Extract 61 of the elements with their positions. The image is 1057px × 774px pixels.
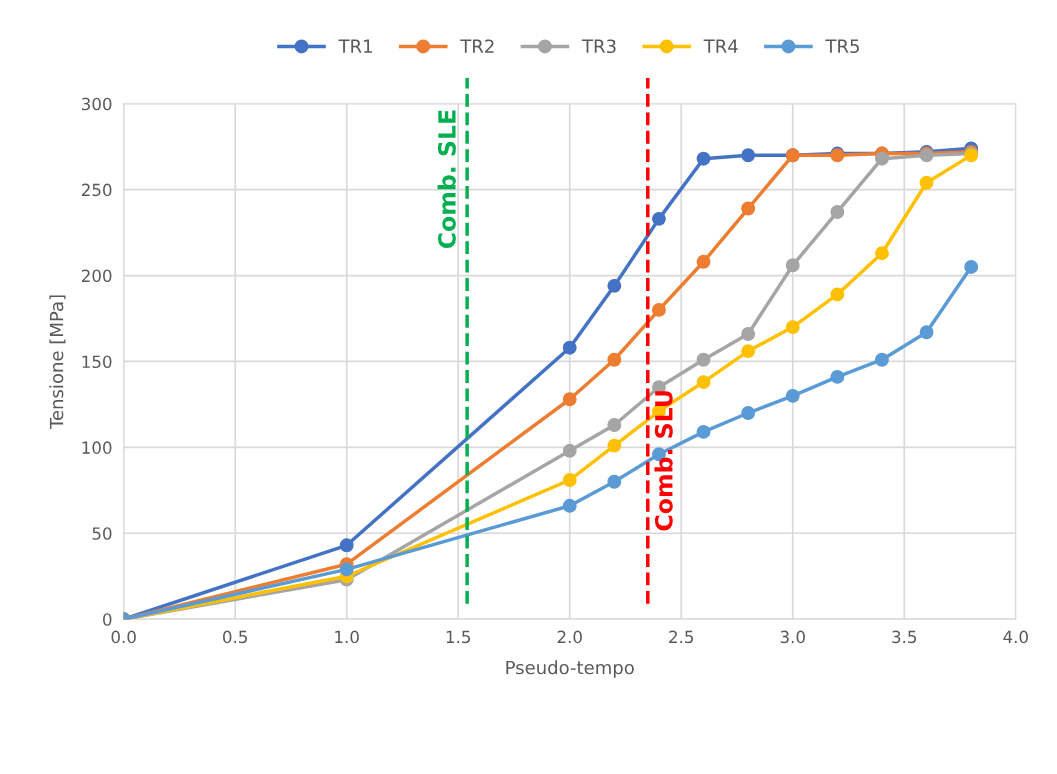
point bbox=[741, 201, 756, 216]
point bbox=[696, 151, 711, 166]
y-tick-label: 100 bbox=[82, 441, 112, 454]
x-tick-label: 3.0 bbox=[780, 630, 805, 644]
y-tick-label: 200 bbox=[81, 269, 112, 283]
point bbox=[607, 352, 622, 367]
point bbox=[919, 175, 934, 190]
point bbox=[562, 443, 577, 458]
point bbox=[830, 287, 845, 302]
x-tick-label: 2.5 bbox=[669, 630, 694, 644]
y-tick-label: 300 bbox=[82, 97, 112, 111]
point bbox=[562, 473, 577, 487]
point bbox=[562, 498, 577, 513]
point bbox=[830, 205, 845, 219]
point bbox=[785, 258, 800, 273]
point bbox=[607, 438, 622, 453]
point bbox=[651, 302, 666, 317]
legend-label: TR5 bbox=[825, 39, 859, 54]
point bbox=[741, 406, 756, 420]
x-axis-title: Pseudo-tempo bbox=[506, 660, 634, 678]
y-tick-label: 0 bbox=[103, 613, 112, 626]
point bbox=[607, 474, 622, 489]
point bbox=[607, 278, 622, 293]
point bbox=[741, 344, 756, 359]
legend-label: TR2 bbox=[460, 39, 494, 53]
point bbox=[651, 211, 666, 226]
point bbox=[741, 148, 756, 163]
point bbox=[696, 375, 711, 390]
x-tick-label: 4.0 bbox=[1003, 630, 1028, 644]
point bbox=[830, 369, 845, 384]
point bbox=[875, 151, 889, 166]
point bbox=[964, 260, 979, 274]
x-tick-label: 1.0 bbox=[335, 630, 359, 644]
point bbox=[919, 325, 934, 340]
point bbox=[875, 352, 889, 367]
x-tick-label: 0.0 bbox=[111, 630, 136, 644]
point bbox=[339, 562, 354, 577]
x-tick-label: 3.5 bbox=[892, 630, 917, 644]
x-tick-label: 0.5 bbox=[223, 630, 247, 644]
point bbox=[562, 340, 577, 355]
y-tick-label: 150 bbox=[82, 355, 112, 369]
x-tick-label: 2.0 bbox=[557, 630, 582, 644]
y-axis-title: Tensione [MPa] bbox=[49, 295, 66, 430]
point bbox=[785, 388, 800, 403]
ref-line-label: Comb. SLU bbox=[654, 391, 673, 531]
legend-label: TR1 bbox=[338, 39, 372, 53]
legend-label: TR4 bbox=[703, 39, 738, 53]
point bbox=[741, 327, 756, 341]
point bbox=[562, 392, 577, 407]
y-tick-label: 50 bbox=[92, 527, 112, 540]
x-tick-label: 1.5 bbox=[446, 630, 471, 644]
point bbox=[607, 418, 622, 432]
y-tick-label: 250 bbox=[81, 183, 112, 197]
point bbox=[696, 254, 711, 269]
legend-label: TR3 bbox=[581, 39, 616, 54]
point bbox=[339, 538, 354, 553]
point bbox=[696, 352, 711, 367]
ref-line-label: Comb. SLE bbox=[437, 110, 456, 249]
point bbox=[696, 424, 711, 439]
point bbox=[875, 246, 889, 261]
point bbox=[785, 320, 800, 335]
